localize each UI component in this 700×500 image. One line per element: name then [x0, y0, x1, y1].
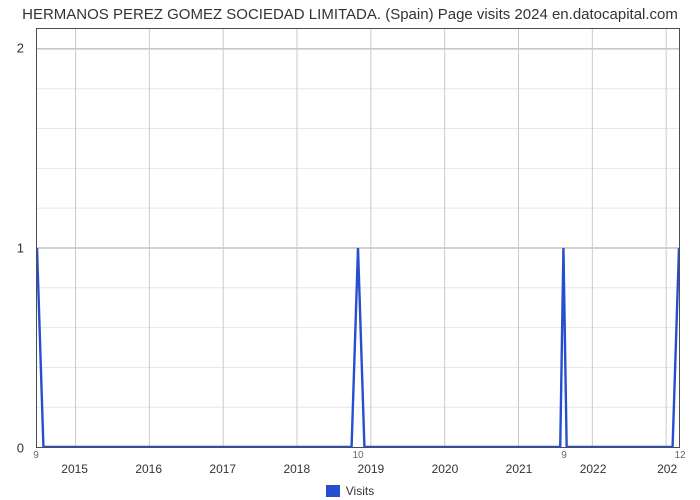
legend: Visits	[0, 483, 700, 498]
chart-title: HERMANOS PEREZ GOMEZ SOCIEDAD LIMITADA. …	[0, 6, 700, 23]
x-major-label: 2016	[135, 462, 162, 476]
y-tick-label: 2	[17, 41, 24, 56]
x-major-label: 2022	[580, 462, 607, 476]
x-major-axis: 2015 2016 2017 2018 2019 2020 2021 2022 202	[36, 462, 680, 478]
legend-swatch	[326, 485, 340, 497]
legend-label: Visits	[346, 484, 374, 498]
chart-container: HERMANOS PEREZ GOMEZ SOCIEDAD LIMITADA. …	[0, 0, 700, 500]
y-axis: 012	[0, 28, 30, 448]
x-minor-label: 9	[33, 450, 39, 461]
x-major-label: 202	[657, 462, 677, 476]
y-tick-label: 1	[17, 241, 24, 256]
x-minor-label: 9	[561, 450, 567, 461]
x-major-label: 2015	[61, 462, 88, 476]
x-major-label: 2017	[209, 462, 236, 476]
x-major-label: 2019	[358, 462, 385, 476]
series-line	[37, 248, 679, 447]
x-major-label: 2018	[283, 462, 310, 476]
x-major-label: 2020	[432, 462, 459, 476]
x-minor-label: 10	[352, 450, 363, 461]
x-major-label: 2021	[506, 462, 533, 476]
plot-svg	[37, 29, 679, 447]
plot-area	[36, 28, 680, 448]
y-tick-label: 0	[17, 441, 24, 456]
x-minor-label: 12	[674, 450, 685, 461]
